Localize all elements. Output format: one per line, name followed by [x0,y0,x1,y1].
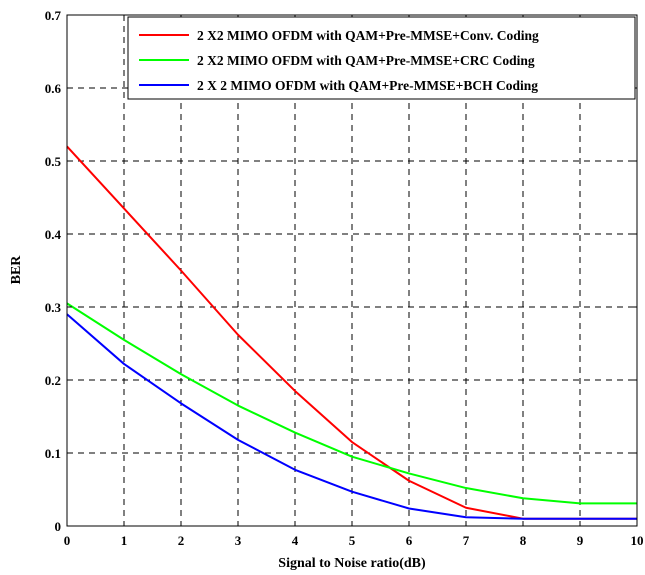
legend-box [127,16,636,100]
legend: 2 X2 MIMO OFDM with QAM+Pre-MMSE+Conv. C… [127,16,636,100]
x-tick-label: 2 [178,533,185,548]
x-axis-label: Signal to Noise ratio(dB) [278,556,426,571]
x-tick-label: 9 [577,533,584,548]
x-tick-label: 6 [406,533,413,548]
x-tick-label: 10 [631,533,644,548]
y-tick-label: 0.4 [45,227,62,242]
x-tick-label: 5 [349,533,356,548]
x-tick-label: 3 [235,533,242,548]
axis-ticks [66,14,638,527]
x-tick-label: 4 [292,533,299,548]
x-tick-labels: 0 1 2 3 4 5 6 7 8 9 10 [64,533,644,548]
x-tick-label: 0 [64,533,71,548]
x-tick-label: 8 [520,533,527,548]
y-tick-label: 0.7 [45,8,62,23]
legend-label-3: 2 X 2 MIMO OFDM with QAM+Pre-MMSE+BCH Co… [197,78,538,93]
x-tick-label: 1 [121,533,128,548]
y-tick-label: 0.2 [45,373,61,388]
y-tick-label: 0.6 [45,81,62,96]
x-tick-label: 7 [463,533,470,548]
series-line-2 [66,302,637,505]
series-lines [66,145,637,520]
y-tick-labels: 0 0.1 0.2 0.3 0.4 0.5 0.6 0.7 [45,8,62,534]
y-tick-label: 0.3 [45,300,62,315]
y-tick-label: 0.1 [45,446,61,461]
y-axis-label: BER [9,255,24,285]
y-tick-label: 0.5 [45,154,62,169]
legend-label-2: 2 X2 MIMO OFDM with QAM+Pre-MMSE+CRC Cod… [197,53,535,68]
series-line-3 [66,313,637,520]
legend-label-1: 2 X2 MIMO OFDM with QAM+Pre-MMSE+Conv. C… [197,28,539,43]
y-tick-label: 0 [55,519,62,534]
